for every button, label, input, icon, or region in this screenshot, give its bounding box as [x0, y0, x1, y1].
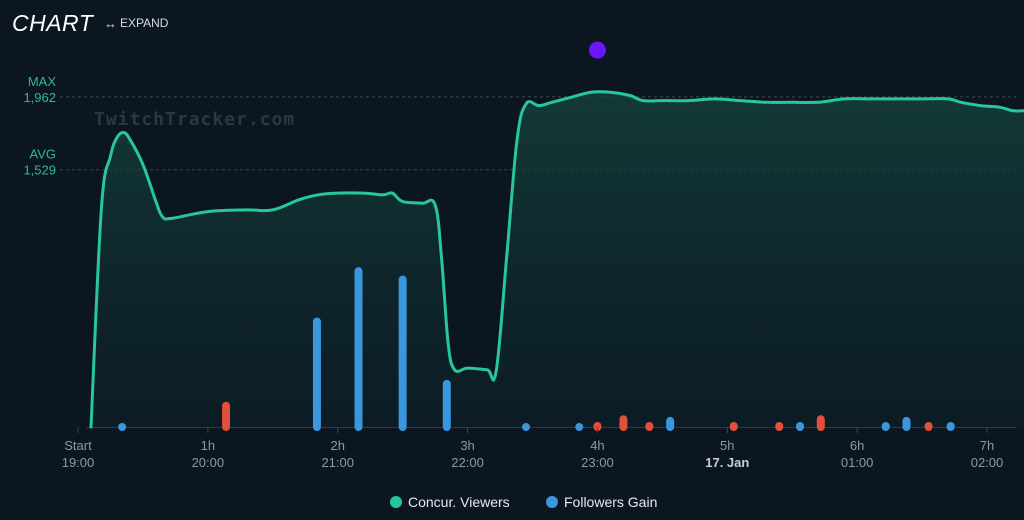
ref-value-max: 1,962 [23, 90, 56, 105]
x-tick-time-4: 23:00 [581, 455, 614, 470]
x-tick-label-6: 6h [850, 438, 864, 453]
x-tick-label-3: 3h [460, 438, 474, 453]
followers-bar-8 [593, 421, 602, 431]
x-tick-label-4: 4h [590, 438, 604, 453]
x-tick-label-1: 1h [201, 438, 215, 453]
x-tick-time-5: 17. Jan [705, 455, 749, 470]
x-tick-label-0: Start [64, 438, 92, 453]
x-tick-time-0: 19:00 [62, 455, 95, 470]
legend-marker-0 [390, 496, 402, 508]
grid-layer [60, 96, 1016, 428]
x-tick-time-1: 20:00 [192, 455, 225, 470]
event-marker-dot [588, 41, 606, 59]
followers-bar-14 [796, 421, 805, 431]
ref-value-avg: 1,529 [23, 163, 56, 178]
legend-label-1: Followers Gain [564, 494, 657, 510]
followers-bar-4 [398, 275, 407, 431]
watermark-text: TwitchTracker.com [94, 109, 295, 130]
followers-bar-9 [619, 415, 628, 431]
expand-button[interactable]: ↔ EXPAND [104, 16, 168, 30]
followers-bar-12 [729, 421, 738, 431]
followers-bar-15 [816, 415, 825, 431]
followers-bar-16 [881, 421, 890, 431]
x-tick-label-7: 7h [980, 438, 994, 453]
x-axis-layer: Start 19:00 1h 20:00 2h 21:00 3h 22:00 4h 23:00 5h… [62, 427, 1004, 470]
followers-bar-0 [118, 423, 127, 431]
followers-bar-17 [902, 416, 911, 431]
x-tick-time-6: 01:00 [841, 455, 874, 470]
x-tick-time-2: 21:00 [321, 455, 354, 470]
x-tick-label-5: 5h [720, 438, 734, 453]
followers-bar-5 [442, 379, 451, 431]
followers-bar-13 [775, 421, 784, 431]
ref-label-max: MAX [28, 74, 57, 89]
followers-bar-1 [222, 401, 231, 431]
followers-bar-7 [575, 423, 584, 431]
double-arrow-icon: ↔ [104, 15, 117, 31]
followers-bar-19 [946, 421, 955, 431]
followers-bar-18 [924, 421, 933, 431]
ref-label-avg: AVG [30, 147, 57, 162]
followers-bar-3 [354, 267, 363, 431]
followers-bar-10 [645, 421, 654, 431]
followers-bar-11 [666, 416, 675, 431]
area-layer [90, 91, 1024, 427]
expand-label: EXPAND [120, 16, 169, 30]
legend-marker-1 [546, 496, 558, 508]
viewers-line [89, 90, 1024, 429]
followers-bar-2 [312, 317, 321, 431]
followers-bars-layer [118, 267, 955, 431]
viewers-area [90, 91, 1024, 427]
legend: Concur. Viewers Followers Gain [390, 494, 657, 510]
legend-label-0: Concur. Viewers [408, 494, 510, 510]
followers-bar-6 [522, 423, 531, 431]
x-tick-time-7: 02:00 [971, 455, 1004, 470]
viewers-line-layer [89, 90, 1024, 429]
marker-layer [588, 41, 606, 59]
x-tick-label-2: 2h [330, 438, 344, 453]
chart-title: CHART [12, 10, 94, 36]
x-tick-time-3: 22:00 [451, 455, 484, 470]
